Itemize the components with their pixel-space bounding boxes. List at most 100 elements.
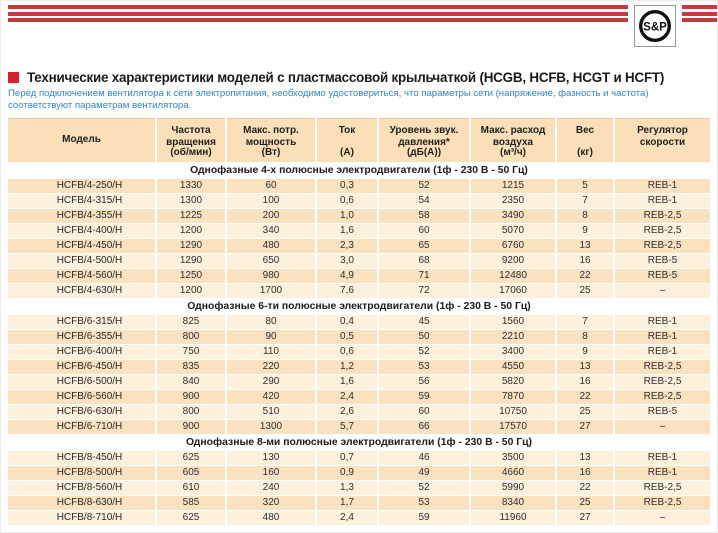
cell-regulator: REB-5 (614, 404, 710, 420)
cell-rpm: 825 (156, 314, 227, 330)
cell-model: HCFB/4-400/H (8, 223, 157, 239)
cell-max_power: 60 (226, 178, 317, 194)
cell-weight: 25 (556, 404, 615, 420)
cell-regulator: REB-2,5 (614, 208, 710, 224)
intro-note: Перед подключением вентилятора к сети эл… (8, 88, 649, 112)
table-row: HCFB/4-250/H 1330 60 0,3 52 1215 5 REB-1 (8, 178, 710, 194)
cell-regulator: REB-2,5 (614, 480, 710, 496)
cell-weight: 8 (556, 329, 615, 345)
cell-airflow: 3400 (470, 344, 557, 360)
cell-rpm: 585 (156, 495, 227, 511)
table-row: HCFB/8-450/H 625 130 0,7 46 3500 13 REB-1 (8, 450, 710, 466)
cell-regulator: REB-2,5 (614, 495, 710, 511)
brand-stripes (8, 5, 717, 25)
cell-max_power: 290 (226, 374, 317, 390)
cell-airflow: 17060 (470, 283, 557, 299)
cell-noise: 68 (378, 253, 471, 269)
cell-current: 3,0 (316, 253, 379, 269)
col-header-airflow: Макс. расход воздуха (м³/ч) (470, 118, 557, 163)
cell-regulator: REB-1 (614, 344, 710, 360)
brand-stripe (8, 18, 717, 22)
cell-noise: 53 (378, 359, 471, 375)
cell-airflow: 4550 (470, 359, 557, 375)
col-header-noise: Уровень звук. давления* (дБ(А)) (378, 118, 471, 163)
cell-weight: 16 (556, 253, 615, 269)
table-body: Однофазные 4-х полюсные электродвигатели… (8, 162, 710, 526)
table-row: HCFB/6-630/H 800 510 2,6 60 10750 25 REB-5 (8, 404, 710, 420)
cell-airflow: 2210 (470, 329, 557, 345)
cell-model: HCFB/6-315/H (8, 314, 157, 330)
cell-weight: 5 (556, 178, 615, 194)
cell-rpm: 1200 (156, 283, 227, 299)
cell-max_power: 110 (226, 344, 317, 360)
cell-airflow: 6760 (470, 238, 557, 254)
cell-regulator: REB-2,5 (614, 359, 710, 375)
cell-weight: 25 (556, 495, 615, 511)
brand-stripe (8, 5, 717, 9)
cell-rpm: 625 (156, 510, 227, 526)
cell-noise: 58 (378, 208, 471, 224)
cell-airflow: 3490 (470, 208, 557, 224)
page-title: Технические характеристики моделей с пла… (27, 70, 665, 85)
cell-max_power: 240 (226, 480, 317, 496)
cell-max_power: 160 (226, 465, 317, 481)
brand-logo: S&P (628, 4, 682, 48)
cell-airflow: 12480 (470, 268, 557, 284)
cell-regulator: REB-1 (614, 465, 710, 481)
col-header-max-power: Макс. потр. мощность (Вт) (226, 118, 317, 163)
cell-max_power: 100 (226, 193, 317, 209)
table-row: HCFB/4-630/H 1200 1700 7,6 72 17060 25– (8, 283, 710, 299)
cell-regulator: – (614, 510, 710, 526)
cell-weight: 22 (556, 268, 615, 284)
cell-weight: 27 (556, 510, 615, 526)
cell-noise: 52 (378, 480, 471, 496)
cell-noise: 56 (378, 374, 471, 390)
cell-current: 0,6 (316, 344, 379, 360)
cell-weight: 13 (556, 450, 615, 466)
cell-rpm: 900 (156, 389, 227, 405)
cell-current: 0,5 (316, 329, 379, 345)
cell-weight: 25 (556, 283, 615, 299)
cell-noise: 46 (378, 450, 471, 466)
cell-current: 4,9 (316, 268, 379, 284)
cell-rpm: 625 (156, 450, 227, 466)
cell-rpm: 1290 (156, 253, 227, 269)
cell-airflow: 1215 (470, 178, 557, 194)
table-head: Модель Частота вращения (об/мин) Макс. п… (8, 118, 710, 163)
cell-model: HCFB/6-500/H (8, 374, 157, 390)
cell-airflow: 5990 (470, 480, 557, 496)
cell-current: 5,7 (316, 419, 379, 435)
col-header-rpm: Частота вращения (об/мин) (156, 118, 227, 163)
cell-weight: 27 (556, 419, 615, 435)
cell-regulator: REB-2,5 (614, 374, 710, 390)
table-row: HCFB/4-500/H 1290 650 3,0 68 9200 16 REB-5 (8, 253, 710, 269)
cell-weight: 7 (556, 314, 615, 330)
table-row: HCFB/8-560/H 610 240 1,3 52 5990 22 REB-2,5 (8, 480, 710, 496)
section-row: Однофазные 6-ти полюсные электродвигател… (8, 298, 710, 315)
cell-model: HCFB/4-450/H (8, 238, 157, 254)
cell-model: HCFB/4-500/H (8, 253, 157, 269)
table-row: HCFB/4-400/H 1200 340 1,6 60 5070 9 REB-2,5 (8, 223, 710, 239)
cell-current: 1,6 (316, 223, 379, 239)
cell-weight: 13 (556, 238, 615, 254)
cell-current: 7,6 (316, 283, 379, 299)
cell-airflow: 4660 (470, 465, 557, 481)
cell-current: 1,0 (316, 208, 379, 224)
section-header: Однофазные 6-ти полюсные электродвигател… (8, 298, 710, 315)
cell-rpm: 1200 (156, 223, 227, 239)
cell-regulator: REB-2,5 (614, 238, 710, 254)
cell-model: HCFB/4-560/H (8, 268, 157, 284)
cell-max_power: 480 (226, 510, 317, 526)
cell-current: 2,6 (316, 404, 379, 420)
table-row: HCFB/6-400/H 750 110 0,6 52 3400 9 REB-1 (8, 344, 710, 360)
cell-noise: 50 (378, 329, 471, 345)
cell-regulator: REB-5 (614, 268, 710, 284)
cell-airflow: 8340 (470, 495, 557, 511)
cell-rpm: 800 (156, 404, 227, 420)
cell-max_power: 1700 (226, 283, 317, 299)
col-header-model: Модель (8, 118, 157, 163)
table-row: HCFB/4-355/H 1225 200 1,0 58 3490 8 REB-2,5 (8, 208, 710, 224)
cell-weight: 9 (556, 344, 615, 360)
cell-rpm: 800 (156, 329, 227, 345)
cell-model: HCFB/6-400/H (8, 344, 157, 360)
